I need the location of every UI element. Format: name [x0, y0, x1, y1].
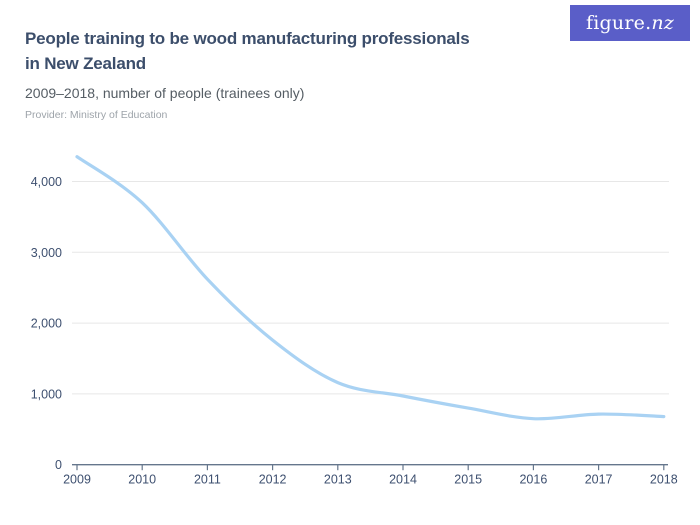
- x-axis-tick-label: 2018: [650, 473, 678, 487]
- chart-title-line1: People training to be wood manufacturing…: [25, 29, 470, 48]
- x-axis-tick-label: 2015: [454, 473, 482, 487]
- chart-header: People training to be wood manufacturing…: [25, 26, 555, 121]
- y-axis-tick-label: 1,000: [31, 387, 62, 401]
- y-axis-tick-label: 0: [55, 458, 62, 472]
- chart-title-line2: in New Zealand: [25, 54, 146, 73]
- chart-title: People training to be wood manufacturing…: [25, 26, 555, 76]
- y-axis-tick-label: 3,000: [31, 246, 62, 260]
- x-axis-tick-label: 2012: [259, 473, 287, 487]
- x-axis-tick-label: 2011: [194, 473, 221, 487]
- chart-provider: Provider: Ministry of Education: [25, 109, 168, 121]
- figure-nz-logo[interactable]: figure. nz: [570, 5, 690, 41]
- x-axis-tick-label: 2016: [519, 473, 547, 487]
- x-axis-tick-label: 2017: [585, 473, 613, 487]
- trainees-line-series: [75, 155, 666, 421]
- x-axis-tick-label: 2010: [128, 473, 156, 487]
- y-axis-tick-label: 2,000: [31, 317, 62, 331]
- figure-nz-logo-nz: nz: [651, 12, 674, 34]
- chart-subtitle: 2009–2018, number of people (trainees on…: [25, 85, 305, 101]
- x-axis-tick-label: 2014: [389, 473, 417, 487]
- x-axis-tick-label: 2013: [324, 473, 352, 487]
- y-axis-tick-label: 4,000: [31, 175, 62, 189]
- x-axis-tick-label: 2009: [63, 473, 91, 487]
- figure-nz-logo-text: figure.: [586, 12, 652, 34]
